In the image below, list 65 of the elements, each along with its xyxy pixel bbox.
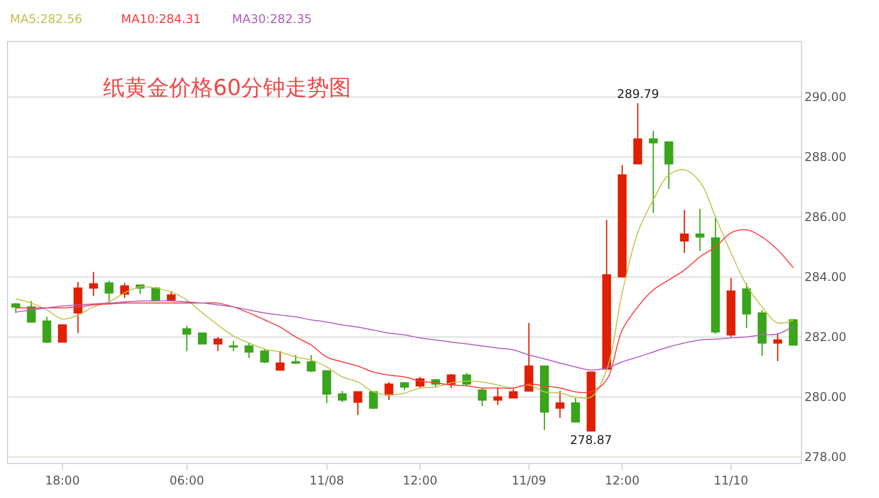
candlestick	[74, 281, 82, 334]
candlestick	[726, 277, 736, 338]
annotation: 278.87	[570, 433, 612, 447]
line-series	[15, 300, 794, 370]
candlestick	[244, 342, 254, 359]
candlestick	[291, 354, 300, 365]
candlestick	[368, 391, 378, 410]
candlestick	[338, 390, 347, 403]
candlestick	[540, 365, 549, 431]
candlestick	[478, 387, 487, 407]
text: MA5:282.56	[10, 12, 82, 26]
candlestick	[758, 309, 767, 356]
candlestick	[322, 370, 332, 404]
candlestick	[276, 350, 285, 371]
x-tick-label: 12:00	[402, 473, 438, 488]
candlestick	[618, 164, 627, 278]
candlestick	[773, 332, 782, 362]
candlestick	[648, 130, 658, 214]
text: MA10:284.31	[121, 12, 201, 26]
y-tick-label: 284.00	[804, 270, 846, 284]
candlestick	[89, 271, 98, 296]
candlestick	[711, 217, 720, 335]
candlestick	[571, 397, 580, 422]
candlestick	[493, 387, 502, 406]
y-tick-label: 286.00	[804, 210, 846, 224]
candlestick	[353, 391, 362, 416]
x-tick-label: 06:00	[170, 473, 204, 488]
candlestick	[556, 390, 564, 419]
candlestick	[633, 102, 642, 164]
candlestick	[384, 381, 394, 401]
candlestick	[680, 209, 689, 254]
candlestick	[602, 219, 612, 370]
candlestick	[260, 348, 269, 364]
x-tick-label: 18:00	[45, 473, 80, 488]
candlestick	[182, 325, 192, 352]
line-series	[15, 229, 794, 394]
candlestick	[42, 316, 52, 344]
y-tick-label: 282.00	[804, 330, 846, 344]
text: MA30:282.35	[232, 12, 312, 26]
annotation: 289.79	[617, 87, 659, 101]
candlestick	[664, 141, 674, 190]
candlestick	[696, 208, 704, 252]
candlestick	[586, 371, 596, 432]
y-tick-label: 278.00	[804, 450, 846, 464]
candlestick	[400, 381, 409, 391]
x-tick-label: 11/08	[309, 473, 344, 488]
candlestick	[104, 280, 114, 302]
x-tick-label: 12:00	[604, 473, 640, 488]
candlestick	[742, 282, 751, 329]
text: 纸黄金价格60分钟走势图	[103, 76, 352, 102]
x-tick-label: 11/09	[512, 473, 546, 488]
candlestick	[306, 354, 316, 373]
candlestick	[524, 322, 534, 392]
candlestick	[166, 290, 176, 301]
candlestick	[788, 318, 798, 346]
candlestick	[11, 302, 20, 314]
candlestick	[229, 340, 238, 352]
candlestick	[58, 323, 67, 343]
y-tick-label: 288.00	[804, 150, 846, 164]
candlestick	[508, 388, 518, 398]
candlestick	[198, 332, 207, 344]
x-tick-label: 11/10	[714, 473, 748, 488]
y-tick-label: 290.00	[804, 90, 846, 104]
candlestick	[214, 336, 222, 352]
y-tick-label: 280.00	[804, 390, 846, 404]
